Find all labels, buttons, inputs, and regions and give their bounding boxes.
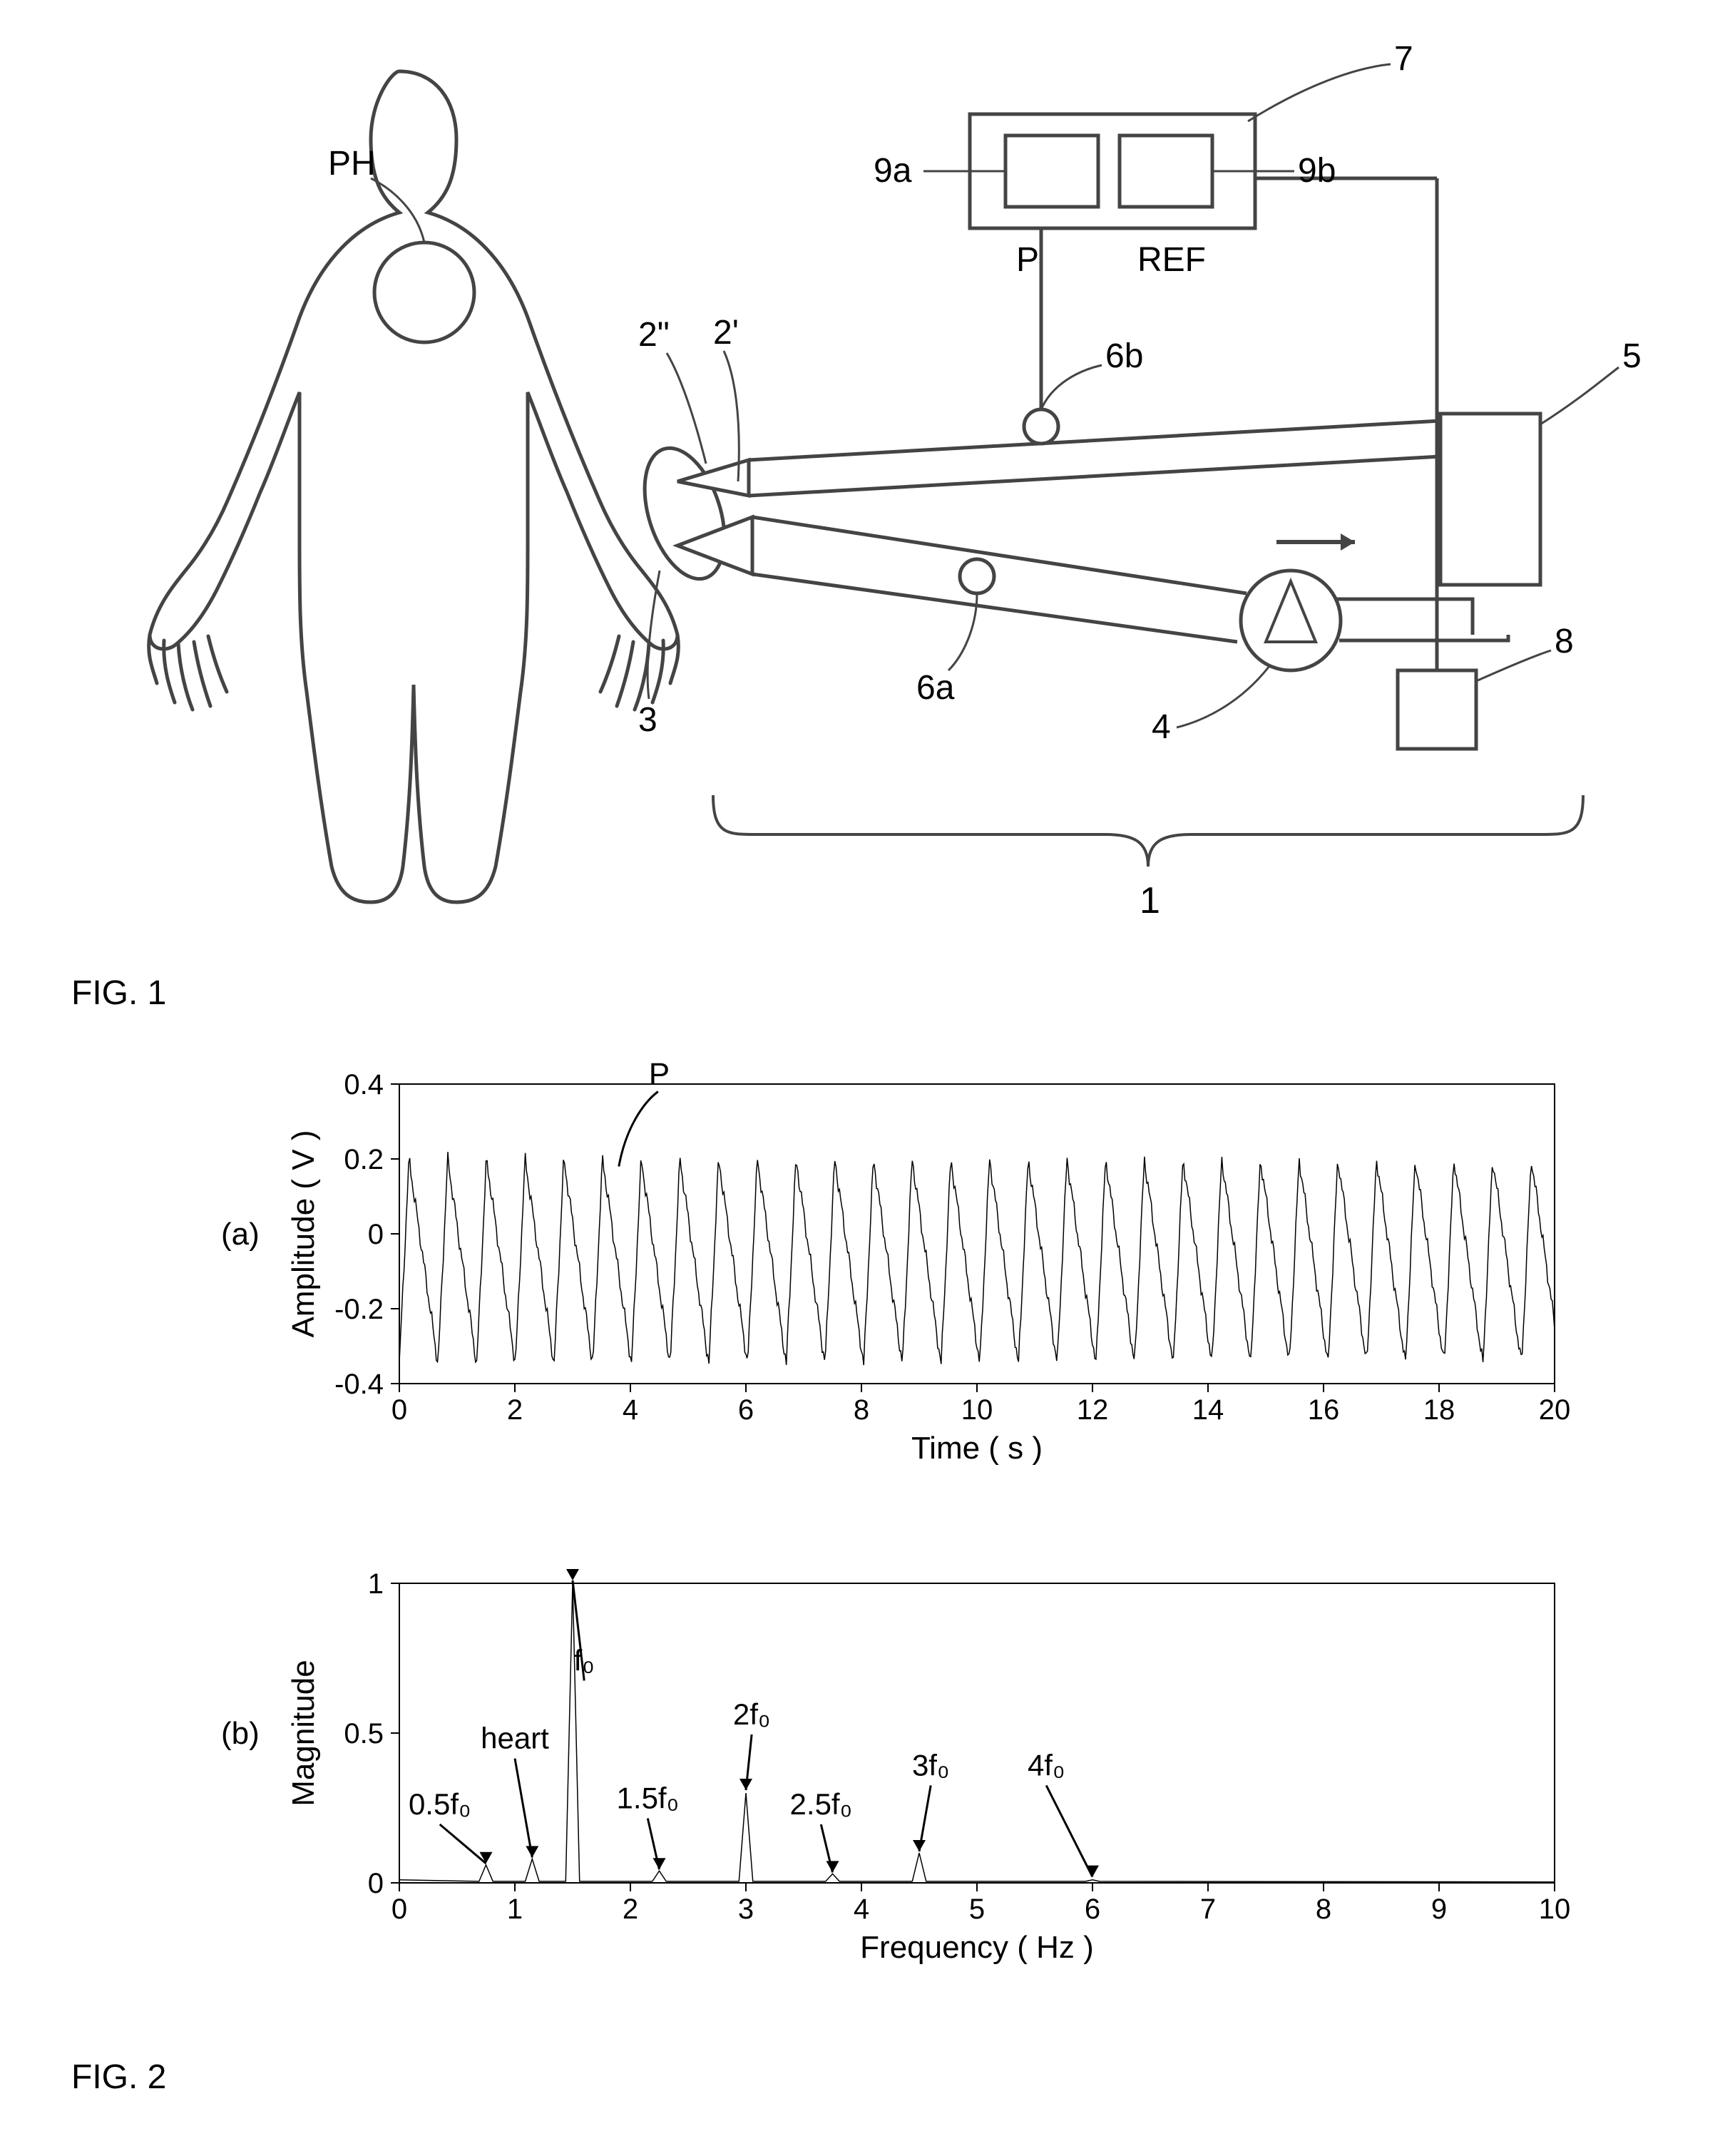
svg-text:0.5f₀: 0.5f₀ bbox=[409, 1787, 471, 1821]
svg-text:4f₀: 4f₀ bbox=[1028, 1748, 1065, 1782]
svg-text:0: 0 bbox=[391, 1394, 407, 1426]
svg-text:heart: heart bbox=[481, 1722, 549, 1755]
figure-2-caption: FIG. 2 bbox=[71, 2058, 1706, 2097]
svg-text:REF: REF bbox=[1137, 241, 1206, 279]
svg-text:4: 4 bbox=[854, 1894, 869, 1925]
svg-text:0.2: 0.2 bbox=[344, 1144, 384, 1175]
svg-text:3: 3 bbox=[738, 1894, 754, 1925]
svg-text:3f₀: 3f₀ bbox=[912, 1748, 949, 1782]
svg-text:2: 2 bbox=[507, 1394, 523, 1426]
figure-1-caption: FIG. 1 bbox=[71, 974, 1706, 1013]
svg-text:P: P bbox=[1016, 241, 1039, 279]
svg-text:5: 5 bbox=[969, 1894, 985, 1925]
svg-text:(a): (a) bbox=[221, 1217, 260, 1252]
svg-text:2.5f₀: 2.5f₀ bbox=[790, 1787, 853, 1821]
svg-text:8: 8 bbox=[1555, 623, 1574, 660]
svg-text:0: 0 bbox=[391, 1894, 407, 1925]
svg-text:0.4: 0.4 bbox=[344, 1069, 384, 1100]
svg-text:3: 3 bbox=[638, 701, 657, 739]
svg-text:10: 10 bbox=[961, 1394, 993, 1426]
svg-text:8: 8 bbox=[854, 1394, 869, 1426]
svg-text:5: 5 bbox=[1622, 337, 1642, 375]
svg-text:9b: 9b bbox=[1298, 152, 1336, 190]
svg-text:-0.2: -0.2 bbox=[334, 1294, 384, 1325]
svg-text:-0.4: -0.4 bbox=[334, 1369, 384, 1400]
figure-2-charts: (a)02468101214161820-0.4-0.200.20.4Time … bbox=[29, 1041, 1669, 2040]
svg-text:6a: 6a bbox=[916, 669, 955, 707]
figure-1-container: PH 5 6b 6a 4 8 7 9a 9b P REF 2" 2' 3 1 FIG. 1 bbox=[29, 29, 1706, 1013]
svg-text:1: 1 bbox=[507, 1894, 523, 1925]
svg-text:(b): (b) bbox=[221, 1716, 260, 1751]
svg-text:9: 9 bbox=[1431, 1894, 1447, 1925]
svg-text:6b: 6b bbox=[1105, 337, 1143, 375]
svg-text:Amplitude ( V ): Amplitude ( V ) bbox=[286, 1130, 321, 1338]
svg-text:9a: 9a bbox=[874, 152, 912, 190]
svg-text:P: P bbox=[649, 1057, 670, 1092]
svg-text:PH: PH bbox=[328, 145, 376, 183]
svg-text:0.5: 0.5 bbox=[344, 1718, 384, 1749]
svg-text:6: 6 bbox=[1085, 1894, 1100, 1925]
svg-text:8: 8 bbox=[1316, 1894, 1331, 1925]
svg-text:Magnitude: Magnitude bbox=[286, 1660, 321, 1806]
svg-text:0: 0 bbox=[368, 1219, 384, 1250]
svg-text:Time ( s ): Time ( s ) bbox=[911, 1431, 1043, 1466]
svg-text:14: 14 bbox=[1192, 1394, 1224, 1426]
svg-text:20: 20 bbox=[1539, 1394, 1571, 1426]
svg-text:1.5f₀: 1.5f₀ bbox=[617, 1782, 680, 1815]
svg-text:18: 18 bbox=[1423, 1394, 1455, 1426]
svg-text:4: 4 bbox=[623, 1394, 638, 1426]
svg-text:6: 6 bbox=[738, 1394, 754, 1426]
svg-text:2": 2" bbox=[638, 316, 670, 354]
figure-1-diagram: PH 5 6b 6a 4 8 7 9a 9b P REF 2" 2' 3 1 bbox=[29, 29, 1669, 956]
svg-text:12: 12 bbox=[1077, 1394, 1109, 1426]
svg-text:16: 16 bbox=[1308, 1394, 1340, 1426]
svg-text:10: 10 bbox=[1539, 1894, 1571, 1925]
svg-text:2: 2 bbox=[623, 1894, 638, 1925]
svg-text:Frequency ( Hz ): Frequency ( Hz ) bbox=[860, 1930, 1094, 1965]
svg-text:7: 7 bbox=[1394, 40, 1413, 78]
svg-text:0: 0 bbox=[368, 1868, 384, 1899]
svg-text:2': 2' bbox=[713, 314, 739, 352]
svg-text:1: 1 bbox=[1140, 880, 1160, 921]
svg-text:1: 1 bbox=[368, 1568, 384, 1600]
svg-text:2f₀: 2f₀ bbox=[733, 1697, 770, 1731]
svg-text:4: 4 bbox=[1152, 708, 1171, 746]
figure-2-container: (a)02468101214161820-0.4-0.200.20.4Time … bbox=[29, 1041, 1706, 2097]
svg-text:7: 7 bbox=[1200, 1894, 1216, 1925]
